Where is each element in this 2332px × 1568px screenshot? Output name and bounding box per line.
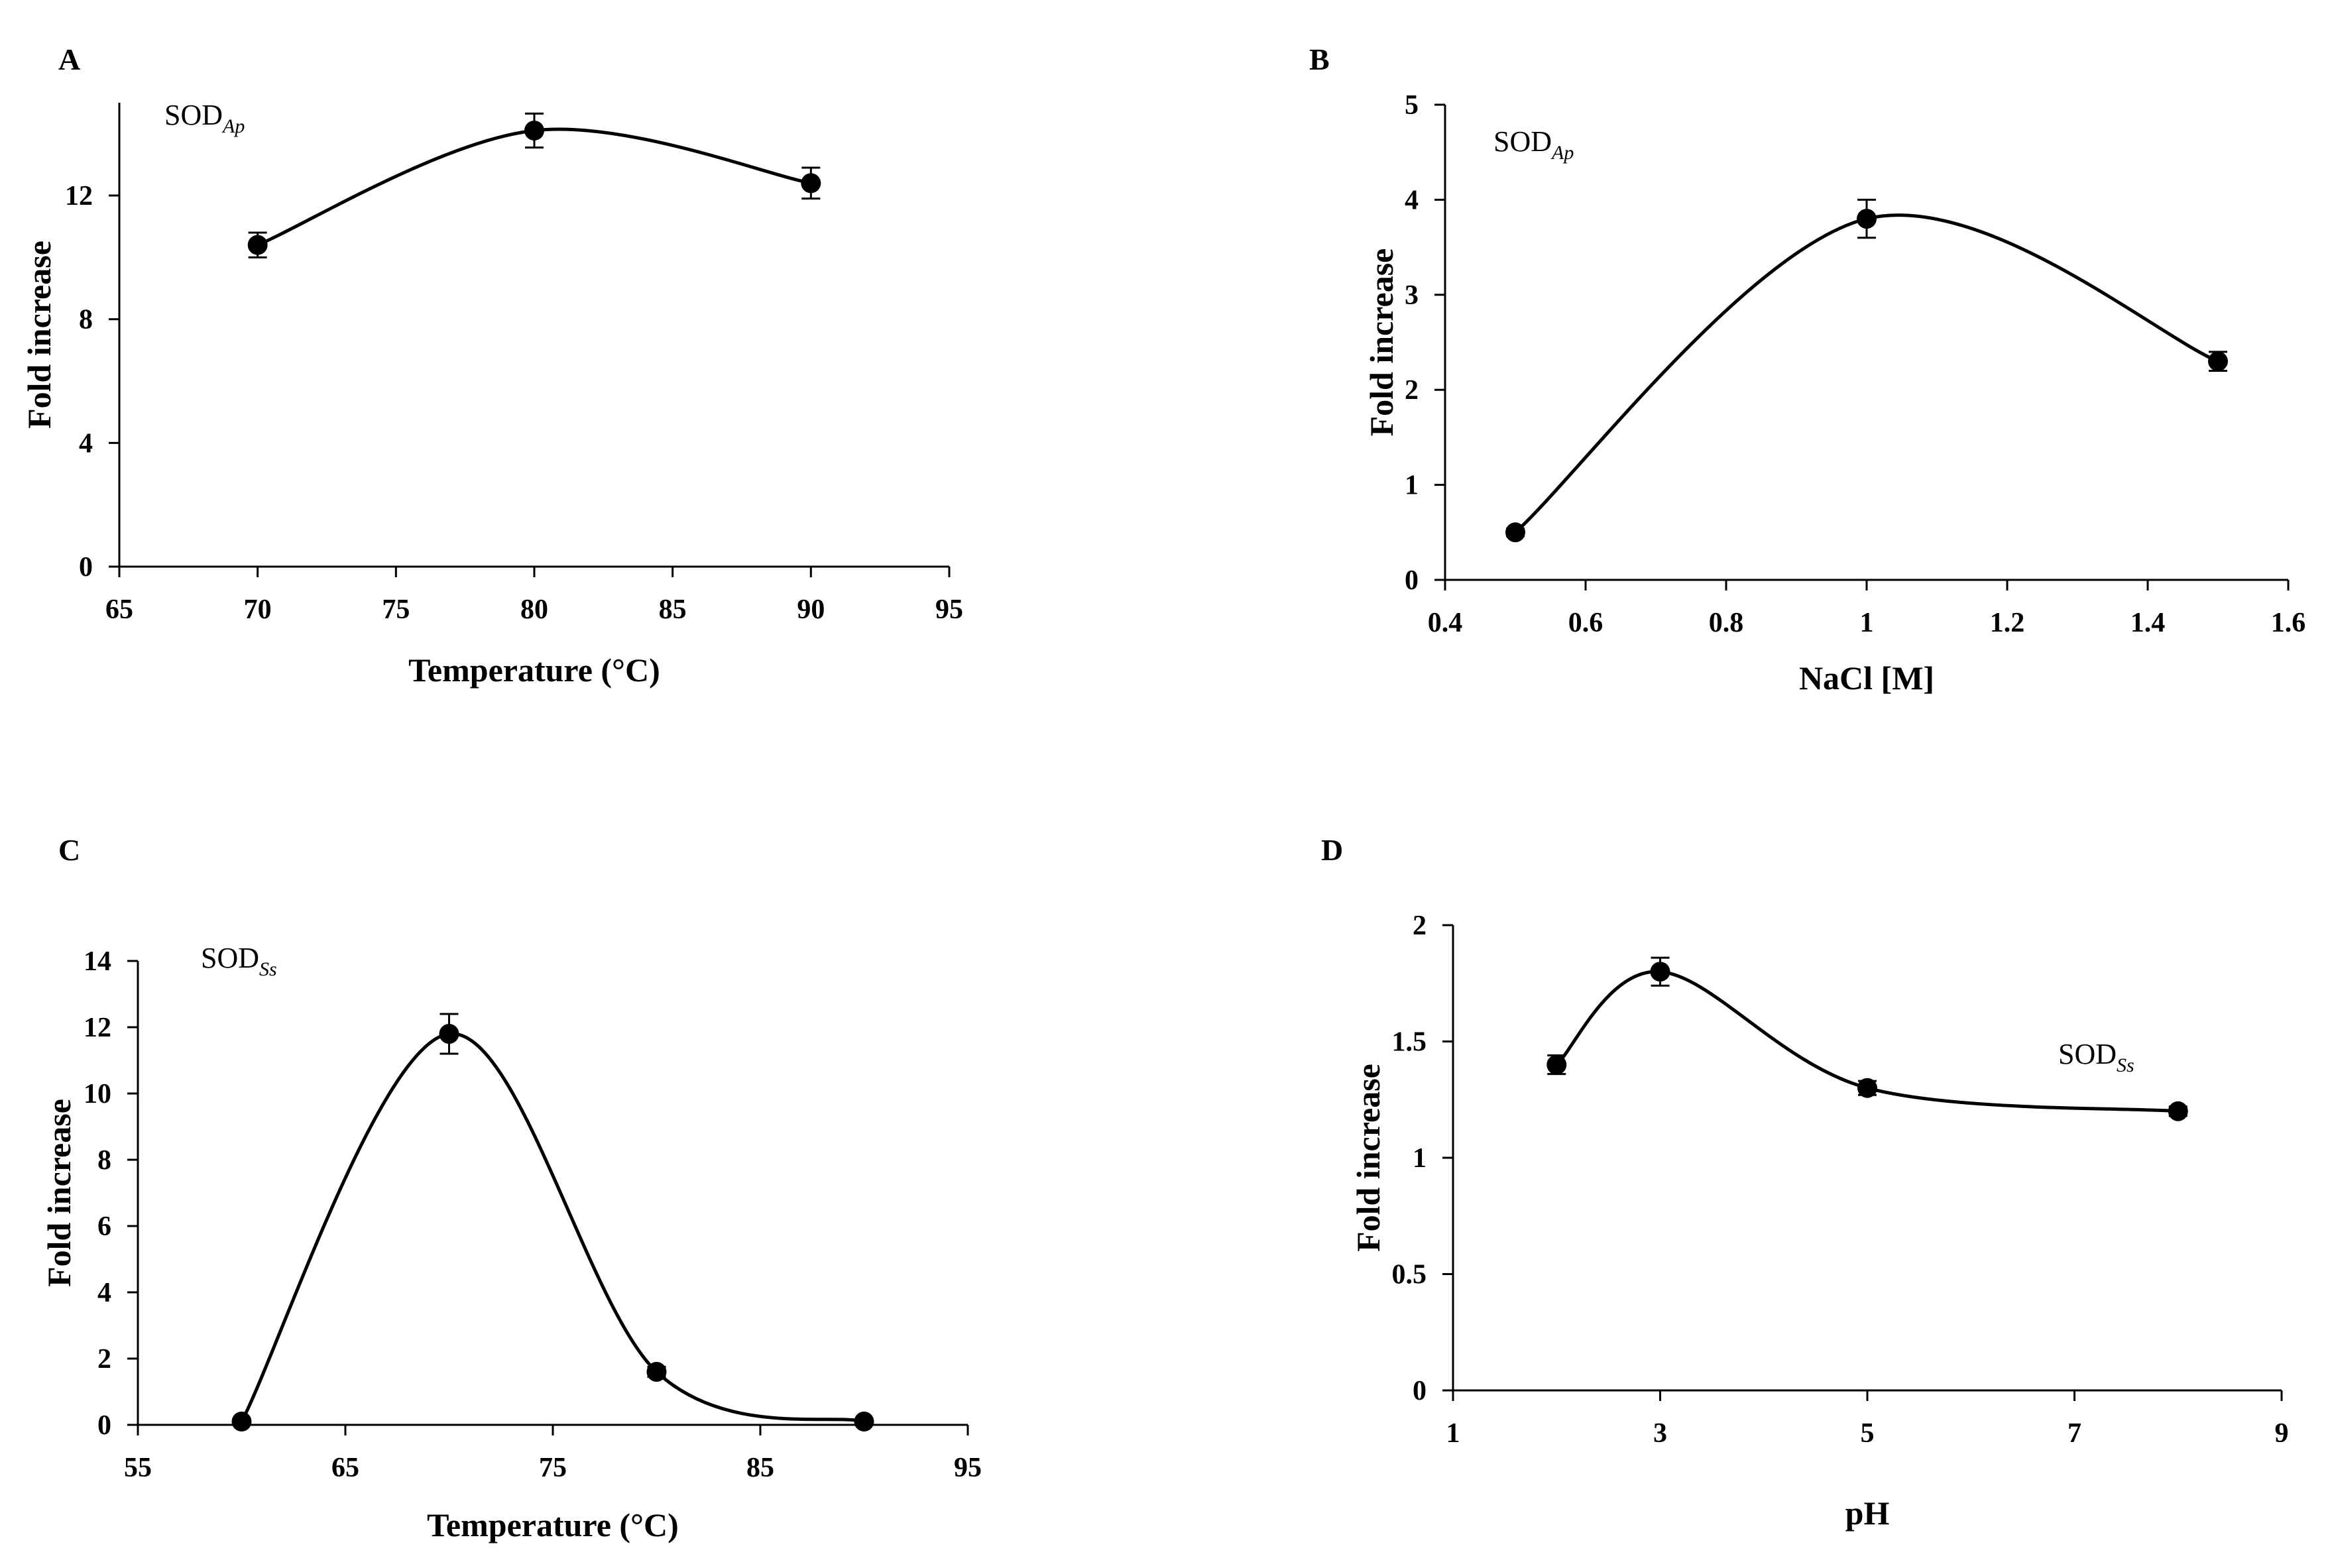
x-tick-label: 70 bbox=[244, 594, 272, 625]
x-tick-label: 80 bbox=[520, 594, 548, 625]
series-label: SODAp bbox=[164, 99, 245, 137]
x-tick-label: 85 bbox=[659, 594, 687, 625]
data-point bbox=[439, 1024, 459, 1044]
x-tick-label: 90 bbox=[797, 594, 825, 625]
data-point bbox=[646, 1362, 667, 1382]
x-tick-label: 1.4 bbox=[2130, 608, 2166, 638]
data-point bbox=[1857, 209, 1877, 229]
x-tick-label: 1 bbox=[1860, 608, 1874, 638]
y-tick-label: 0 bbox=[97, 1410, 111, 1441]
data-point bbox=[854, 1412, 874, 1431]
panel-letter: D bbox=[1321, 833, 1343, 867]
y-tick-label: 2 bbox=[97, 1344, 111, 1374]
y-tick-label: 5 bbox=[1405, 90, 1419, 121]
panel-d: D 0 0.5 1 1.5 2 1 3 5 7 9 pH Fold increase SODSs bbox=[1321, 833, 2289, 1532]
x-tick-label: 1.6 bbox=[2271, 608, 2306, 638]
series-label: SODSs bbox=[2058, 1038, 2134, 1076]
x-tick-label: 1.2 bbox=[1990, 608, 2025, 638]
y-tick-label: 12 bbox=[65, 181, 93, 211]
y-tick-label: 1 bbox=[1413, 1143, 1427, 1174]
x-tick-label: 85 bbox=[746, 1453, 774, 1483]
y-axis-title: Fold increase bbox=[1350, 1064, 1387, 1252]
y-tick-label: 0 bbox=[79, 552, 93, 583]
x-tick-label: 75 bbox=[539, 1453, 567, 1483]
y-tick-label: 0.5 bbox=[1392, 1260, 1427, 1290]
data-point bbox=[1857, 1078, 1877, 1098]
data-point bbox=[1546, 1054, 1567, 1075]
y-axis-title: Fold increase bbox=[1363, 249, 1400, 437]
x-axis-title: NaCl [M] bbox=[1799, 659, 1934, 697]
y-tick-label: 10 bbox=[84, 1079, 111, 1109]
x-axis-title: Temperature (°C) bbox=[427, 1506, 679, 1543]
series-label: SODSs bbox=[201, 942, 277, 980]
series-line bbox=[1514, 213, 2219, 534]
x-tick-label: 0.4 bbox=[1428, 608, 1463, 638]
x-tick-label: 65 bbox=[331, 1453, 359, 1483]
x-tick-label: 0.6 bbox=[1568, 608, 1603, 638]
y-tick-label: 1 bbox=[1405, 471, 1419, 501]
y-tick-label: 8 bbox=[97, 1145, 111, 1176]
data-point bbox=[2168, 1101, 2188, 1121]
data-point bbox=[801, 173, 821, 194]
series-line bbox=[240, 1032, 865, 1424]
data-point bbox=[2208, 351, 2228, 372]
x-tick-label: 5 bbox=[1861, 1418, 1875, 1449]
y-axis-title: Fold increase bbox=[40, 1099, 78, 1287]
y-tick-label: 14 bbox=[84, 946, 111, 977]
x-axis-title: pH bbox=[1845, 1494, 1890, 1532]
x-tick-label: 65 bbox=[105, 594, 133, 625]
panel-a: A 0 4 8 12 65 70 75 80 85 90 95 Temperature (°C) Fold… bbox=[21, 42, 963, 689]
panel-letter: C bbox=[58, 833, 80, 867]
panel-c: C 0 2 4 6 8 10 12 14 55 65 75 85 95 Temperature (°C) Fo… bbox=[40, 833, 982, 1543]
data-point bbox=[524, 121, 544, 140]
x-tick-label: 95 bbox=[954, 1453, 982, 1483]
y-tick-label: 8 bbox=[79, 305, 93, 335]
x-tick-label: 0.8 bbox=[1709, 608, 1744, 638]
x-tick-label: 7 bbox=[2068, 1418, 2081, 1449]
panel-b: B 0 1 2 3 4 5 0.4 0.6 0.8 1 1.2 1.4 1.6 NaCl [M] Fold i… bbox=[1309, 42, 2305, 697]
data-point bbox=[1505, 522, 1525, 543]
y-tick-label: 0 bbox=[1405, 565, 1419, 596]
x-tick-label: 75 bbox=[382, 594, 410, 625]
y-tick-label: 1.5 bbox=[1392, 1027, 1427, 1058]
y-tick-label: 4 bbox=[79, 428, 93, 459]
series-label: SODAp bbox=[1493, 125, 1574, 164]
data-point bbox=[231, 1412, 252, 1431]
y-tick-label: 3 bbox=[1405, 280, 1419, 311]
x-tick-label: 3 bbox=[1653, 1418, 1667, 1449]
y-tick-label: 4 bbox=[97, 1278, 111, 1308]
y-tick-label: 2 bbox=[1405, 375, 1419, 406]
data-point bbox=[1650, 962, 1670, 982]
x-tick-label: 95 bbox=[935, 594, 963, 625]
y-tick-label: 0 bbox=[1413, 1376, 1427, 1406]
y-tick-label: 4 bbox=[1405, 185, 1419, 215]
panel-letter: B bbox=[1309, 42, 1330, 76]
x-axis-title: Temperature (°C) bbox=[408, 651, 660, 689]
data-point bbox=[247, 235, 268, 255]
panel-letter: A bbox=[58, 42, 80, 76]
x-tick-label: 9 bbox=[2275, 1418, 2289, 1449]
y-tick-label: 2 bbox=[1413, 911, 1427, 941]
x-tick-label: 55 bbox=[124, 1453, 152, 1483]
y-axis-title: Fold increase bbox=[21, 241, 58, 429]
y-tick-label: 6 bbox=[97, 1211, 111, 1242]
series-line bbox=[1555, 970, 2178, 1113]
y-tick-label: 12 bbox=[84, 1013, 111, 1043]
x-tick-label: 1 bbox=[1446, 1418, 1460, 1449]
